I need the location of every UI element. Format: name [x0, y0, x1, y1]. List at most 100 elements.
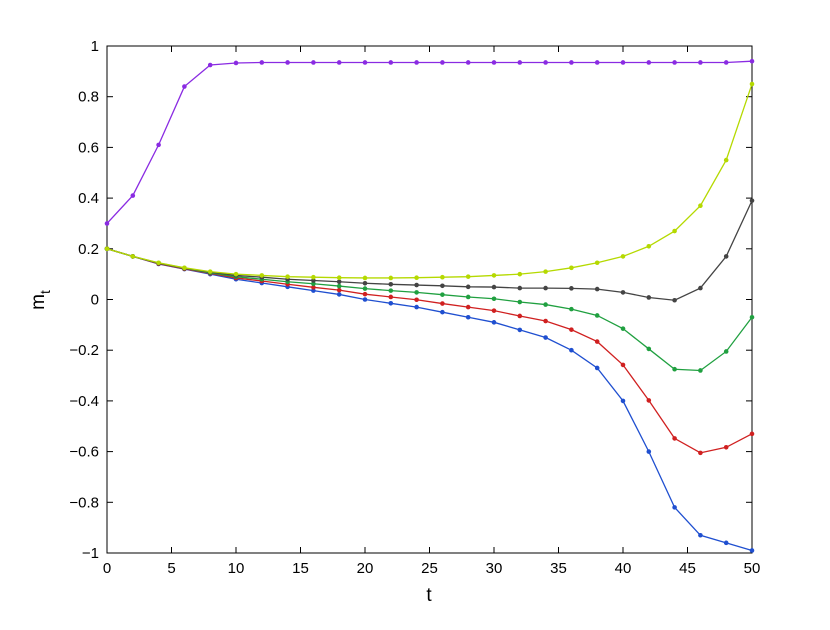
series-marker [362, 280, 368, 286]
series-marker [362, 60, 368, 65]
series-marker [594, 313, 600, 318]
x-tick-label: 40 [615, 560, 632, 577]
series-marker [465, 284, 471, 290]
y-tick-label: −0.4 [69, 393, 99, 410]
series-marker [414, 297, 419, 303]
y-tick-label: 1 [91, 38, 99, 55]
series-marker [311, 281, 316, 287]
series-marker [723, 60, 729, 65]
series-marker [517, 299, 523, 305]
series-marker [465, 294, 471, 300]
series-marker [311, 274, 316, 280]
series-marker [749, 81, 755, 87]
series-marker [336, 283, 342, 289]
series-line [106, 60, 753, 224]
series-marker [336, 287, 342, 293]
y-tick-label: 0.6 [78, 139, 99, 156]
series-marker [517, 285, 523, 291]
series-marker [259, 273, 265, 278]
series-marker [491, 308, 497, 313]
series-marker [698, 532, 703, 538]
series-marker [517, 271, 523, 277]
series-marker [440, 60, 445, 65]
y-tick-label: 0.4 [78, 190, 99, 207]
series-marker [414, 290, 419, 295]
series-marker [620, 60, 626, 65]
series-marker [672, 297, 677, 303]
x-tick-label: 15 [292, 560, 309, 577]
series-marker [182, 84, 187, 89]
y-tick-label: −0.6 [69, 444, 99, 461]
series-marker [672, 366, 677, 372]
series-marker [336, 279, 342, 285]
series-marker [440, 283, 445, 289]
series-marker [698, 60, 703, 65]
series-marker [620, 290, 626, 295]
series-marker [104, 246, 110, 252]
series-marker [491, 320, 497, 325]
series-marker [594, 260, 600, 266]
series-marker [594, 60, 600, 65]
series-marker [491, 284, 497, 290]
x-tick-label: 35 [550, 560, 567, 577]
series-marker [620, 326, 626, 331]
series-marker [672, 228, 677, 234]
x-tick-label: 20 [357, 560, 374, 577]
series-marker [749, 198, 755, 203]
series-marker [388, 275, 394, 281]
series-marker [646, 60, 652, 65]
series-marker [336, 60, 342, 65]
y-tick-label: 0.2 [78, 241, 99, 258]
series-marker [440, 274, 445, 280]
series-marker [182, 265, 187, 271]
series-marker [414, 304, 419, 310]
series-marker [646, 295, 652, 300]
series-marker [388, 281, 394, 287]
x-tick-label: 5 [167, 560, 175, 577]
series-marker [569, 327, 574, 332]
series-marker [543, 318, 548, 324]
series-marker [543, 285, 548, 291]
series-marker [285, 274, 290, 279]
series-marker [594, 339, 600, 344]
series-marker [362, 286, 368, 291]
series-marker [672, 60, 677, 65]
series-marker [646, 449, 652, 454]
series-marker [311, 285, 316, 290]
series-marker [207, 269, 213, 274]
series-line [106, 83, 753, 279]
series-marker [440, 301, 445, 306]
series-marker [620, 254, 626, 259]
series-marker [723, 444, 729, 450]
series-marker [362, 291, 368, 297]
series-marker [646, 398, 652, 403]
x-tick-label: 0 [103, 560, 111, 577]
x-axis-label: t [426, 585, 432, 606]
series-marker [543, 269, 548, 274]
series-marker [414, 275, 419, 280]
series-marker [646, 346, 652, 352]
y-tick-label: −1 [82, 545, 99, 562]
series-marker [672, 436, 677, 441]
series-marker [723, 540, 729, 546]
series-marker [569, 265, 574, 271]
series-marker [388, 60, 394, 65]
series-marker [672, 505, 677, 510]
series-marker [285, 60, 290, 65]
series-marker [569, 286, 574, 291]
series-marker [414, 60, 419, 65]
y-tick-label: −0.2 [69, 342, 99, 359]
series-marker [569, 306, 574, 312]
series-marker [723, 349, 729, 354]
series-marker [465, 314, 471, 320]
series-marker [620, 398, 626, 404]
series-marker [388, 301, 394, 306]
series-marker [620, 362, 626, 368]
series-marker [362, 297, 368, 302]
series-marker [233, 60, 239, 66]
series-marker [749, 548, 755, 553]
y-label-main: m [28, 294, 49, 310]
x-tick-label: 50 [744, 560, 761, 577]
